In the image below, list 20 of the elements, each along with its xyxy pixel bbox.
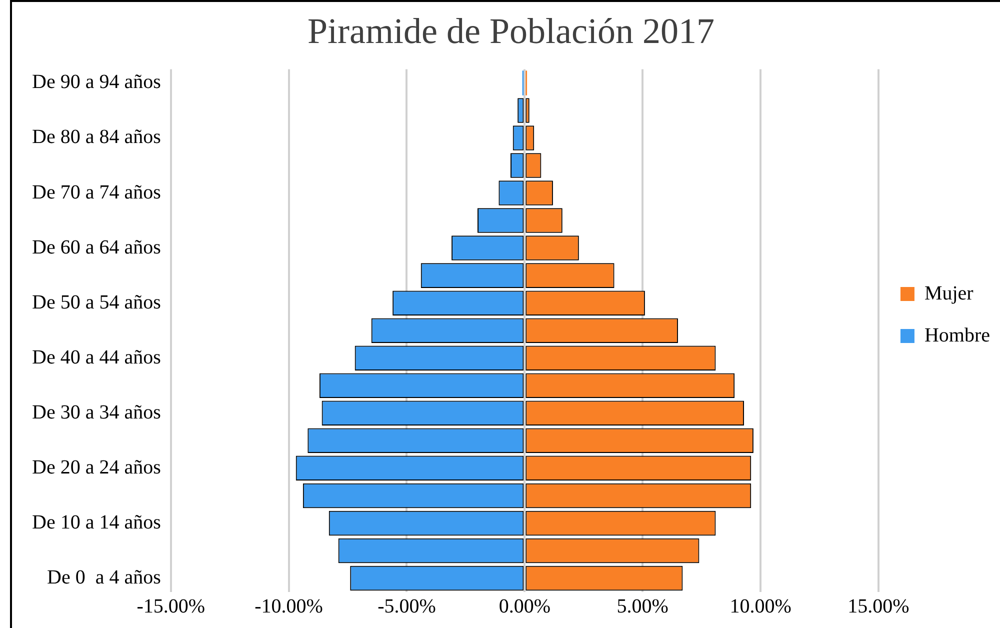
y-tick-label: De 30 a 34 años [32, 401, 162, 424]
x-tick-label: -15.00% [136, 595, 206, 618]
y-tick-label: De 70 a 74 años [32, 181, 162, 204]
y-tick-label: De 40 a 44 años [32, 346, 162, 368]
x-tick-label: -5.00% [378, 595, 436, 618]
legend-label: Hombre [924, 324, 990, 346]
legend-label: Mujer [924, 282, 974, 304]
y-tick-label: De 60 a 64 años [32, 236, 162, 258]
x-tick-label: 5.00% [616, 595, 668, 618]
x-tick-label: 15.00% [848, 595, 910, 618]
y-tick-label: De 20 a 24 años [32, 456, 162, 478]
x-tick-label: 0.00% [498, 595, 550, 618]
y-tick-label: De 90 a 94 años [32, 71, 162, 94]
chart-title: Piramide de Población 2017 [308, 11, 714, 52]
x-tick-label: -10.00% [254, 595, 323, 618]
y-tick-label: De 0 a 4 años [47, 566, 162, 588]
x-tick-label: 10.00% [730, 595, 792, 618]
y-tick-label: De 50 a 54 años [32, 291, 162, 314]
y-tick-label: De 10 a 14 años [32, 511, 162, 534]
y-tick-label: De 80 a 84 años [32, 126, 162, 148]
